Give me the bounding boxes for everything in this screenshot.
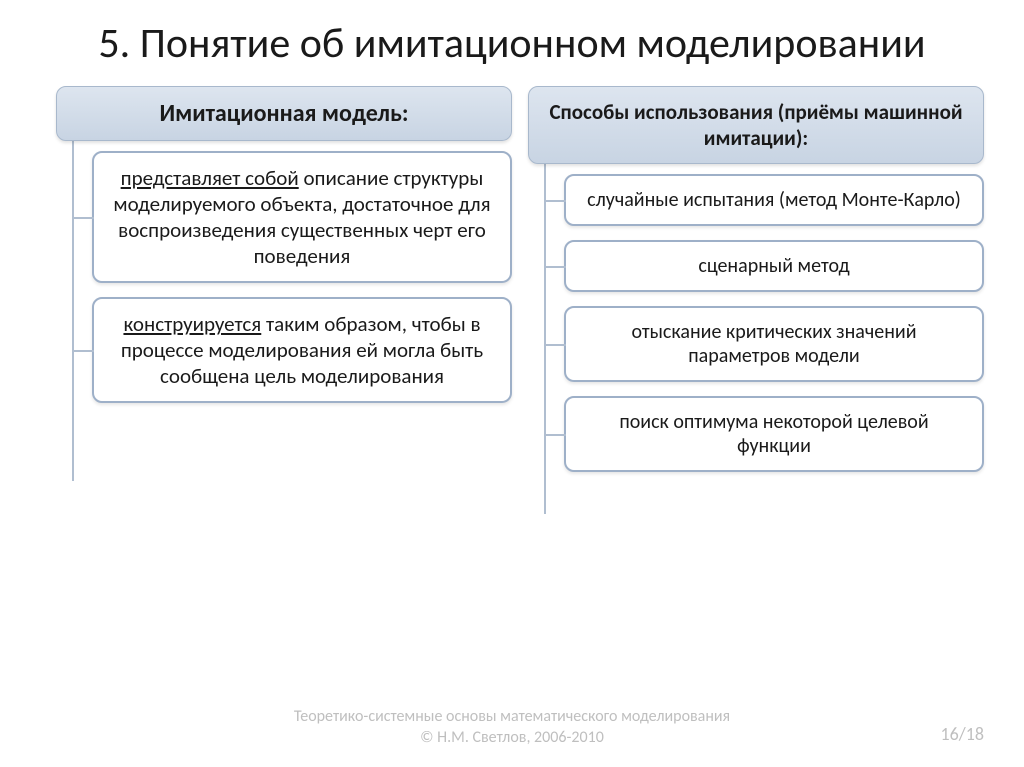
left-item-1: представляет собой описание структуры мо… [92,151,512,283]
right-item-3: отыскание критических значений параметро… [564,306,984,382]
page-number: 16/18 [941,723,984,745]
footer: Теоретико-системные основы математическо… [0,707,1024,749]
footer-line-1: Теоретико-системные основы математическо… [0,707,1024,728]
right-column: Способы использования (приёмы машинной и… [528,86,984,486]
slide-title: 5. Понятие об имитационном моделировании [0,0,1024,68]
footer-line-2: © Н.М. Светлов, 2006-2010 [0,728,1024,749]
right-items: случайные испытания (метод Монте-Карло) … [564,164,984,472]
left-item-1-underlined: представляет собой [121,165,299,191]
right-item-1: случайные испытания (метод Монте-Карло) [564,174,984,226]
left-column: Имитационная модель: представляет собой … [56,86,512,486]
right-header: Способы использования (приёмы машинной и… [528,86,984,164]
left-header: Имитационная модель: [56,86,512,141]
left-items: представляет собой описание структуры мо… [92,141,512,403]
left-item-2-underlined: конструируется [123,311,261,337]
diagram-columns: Имитационная модель: представляет собой … [0,68,1024,486]
left-connector-line [72,141,74,481]
right-item-2: сценарный метод [564,240,984,292]
right-connector-line [544,164,546,514]
left-item-2: конструируется таким образом, чтобы в пр… [92,297,512,403]
right-item-4: поиск оптимума некоторой целевой функции [564,396,984,472]
